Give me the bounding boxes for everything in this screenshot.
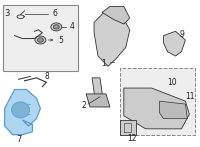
Text: 11: 11	[185, 92, 195, 101]
Text: 2: 2	[81, 101, 86, 110]
Polygon shape	[5, 90, 40, 135]
Text: 12: 12	[127, 134, 136, 143]
FancyBboxPatch shape	[3, 5, 78, 71]
Text: 6: 6	[52, 9, 57, 18]
Polygon shape	[160, 101, 187, 119]
Ellipse shape	[53, 25, 59, 29]
Polygon shape	[164, 31, 185, 56]
Text: 10: 10	[168, 78, 177, 87]
Polygon shape	[94, 12, 130, 66]
Text: 8: 8	[44, 72, 49, 81]
Text: 7: 7	[16, 135, 21, 143]
Polygon shape	[120, 120, 136, 135]
Text: 1: 1	[101, 59, 106, 68]
Polygon shape	[102, 6, 130, 24]
Polygon shape	[86, 94, 110, 107]
Text: 9: 9	[179, 30, 184, 39]
Ellipse shape	[35, 36, 46, 44]
Text: 4: 4	[69, 22, 74, 31]
Ellipse shape	[37, 38, 43, 42]
Text: 3: 3	[5, 9, 10, 18]
Polygon shape	[92, 78, 104, 106]
Ellipse shape	[12, 102, 29, 118]
FancyBboxPatch shape	[120, 68, 195, 135]
Polygon shape	[124, 88, 189, 129]
Text: 5: 5	[58, 36, 63, 45]
Ellipse shape	[51, 23, 62, 31]
